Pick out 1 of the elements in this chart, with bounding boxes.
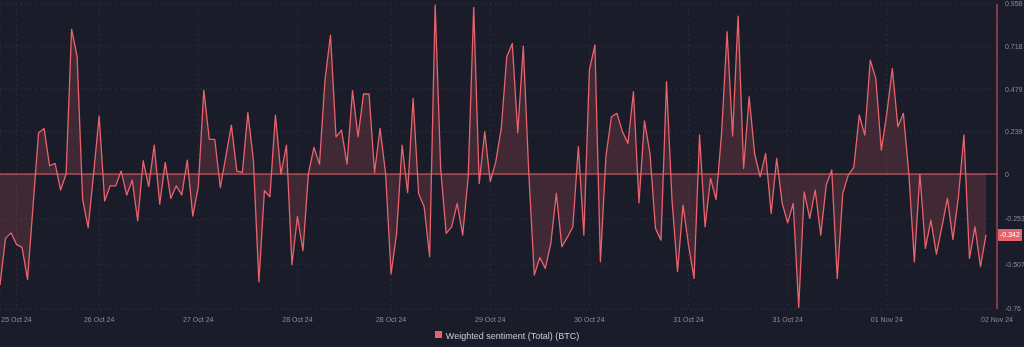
legend-label: Weighted sentiment (Total) (BTC) <box>445 331 580 341</box>
